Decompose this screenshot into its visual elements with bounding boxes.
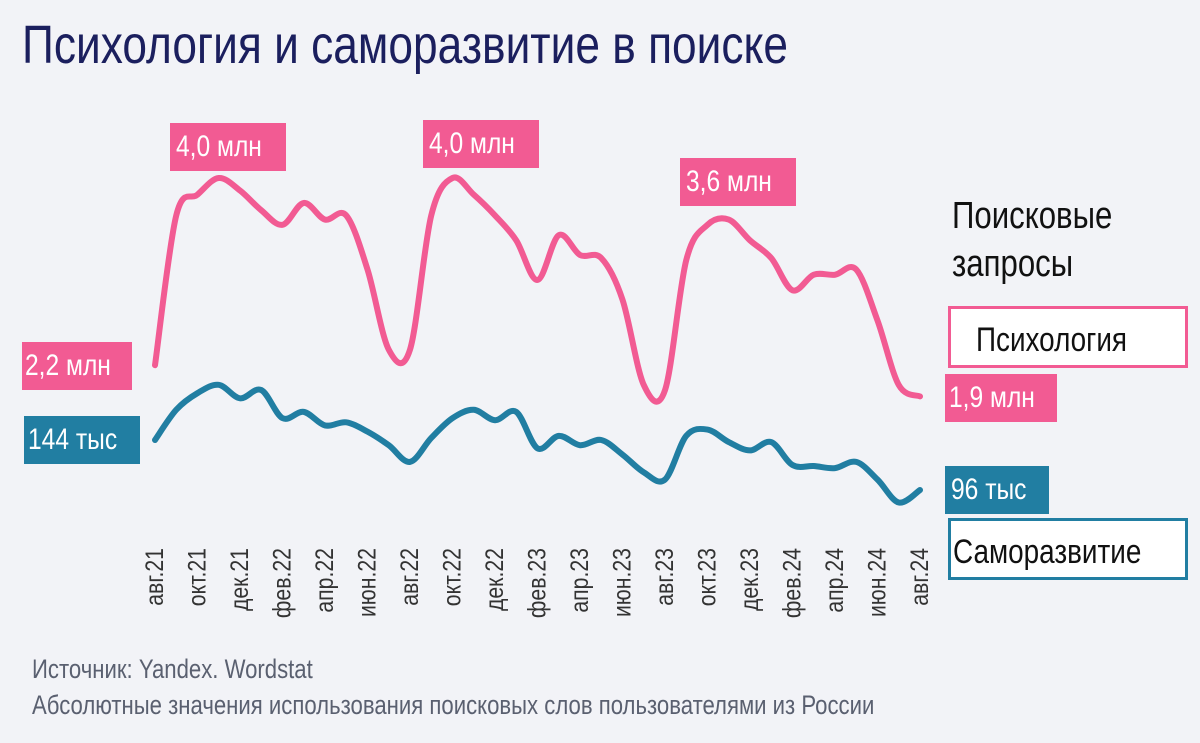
series-line-selfdev bbox=[152, 381, 923, 506]
x-tick-label: окт.22 bbox=[438, 548, 466, 606]
legend-title: Поисковые запросы bbox=[952, 195, 1113, 285]
x-tick-label: июн.23 bbox=[608, 548, 636, 617]
x-tick-label: июн.22 bbox=[353, 548, 381, 617]
label-psychology-peak-3: 3,6 млн bbox=[680, 158, 796, 206]
source-note: Источник: Yandex. Wordstat bbox=[32, 654, 313, 684]
x-tick-label: окт.23 bbox=[693, 548, 721, 606]
x-axis-labels: авг.21 окт.21 дек.21 фев.22 апр.22 июн.22 авг.… bbox=[140, 548, 933, 618]
label-psychology-peak-2: 4,0 млн bbox=[423, 120, 539, 168]
x-tick-label: авг.21 bbox=[140, 548, 168, 606]
x-tick-label: дек.23 bbox=[735, 548, 763, 611]
title-text: Психология и саморазвитие в поиске bbox=[22, 15, 789, 75]
x-tick-label: фев.23 bbox=[523, 548, 551, 618]
label-selfdev-end: 96 тыс bbox=[945, 466, 1049, 514]
footnote: Абсолютные значения использования поиско… bbox=[32, 690, 875, 720]
x-tick-label: фев.22 bbox=[268, 548, 296, 618]
legend-item-psychology: Психология bbox=[948, 306, 1188, 368]
label-psychology-peak-1: 4,0 млн bbox=[170, 123, 286, 171]
x-tick-label: апр.22 bbox=[310, 548, 338, 613]
label-psychology-end: 1,9 млн bbox=[945, 374, 1057, 422]
x-tick-label: июн.24 bbox=[863, 548, 891, 617]
label-selfdev-start: 144 тыс bbox=[24, 416, 140, 464]
page-title: Психология и саморазвитие в поиске bbox=[22, 14, 956, 76]
x-tick-label: дек.22 bbox=[480, 548, 508, 611]
x-tick-label: дек.21 bbox=[225, 548, 253, 611]
x-tick-label: авг.22 bbox=[395, 548, 423, 606]
series-line-psychology bbox=[152, 174, 923, 405]
x-tick-label: апр.24 bbox=[820, 548, 848, 613]
x-tick-label: апр.23 bbox=[565, 548, 593, 613]
x-tick-label: авг.24 bbox=[905, 548, 933, 606]
label-psychology-start: 2,2 млн bbox=[22, 342, 132, 390]
x-tick-label: авг.23 bbox=[650, 548, 678, 606]
legend-item-selfdev: Саморазвитие bbox=[948, 518, 1188, 580]
x-tick-label: окт.21 bbox=[183, 548, 211, 606]
x-tick-label: фев.24 bbox=[778, 548, 806, 618]
